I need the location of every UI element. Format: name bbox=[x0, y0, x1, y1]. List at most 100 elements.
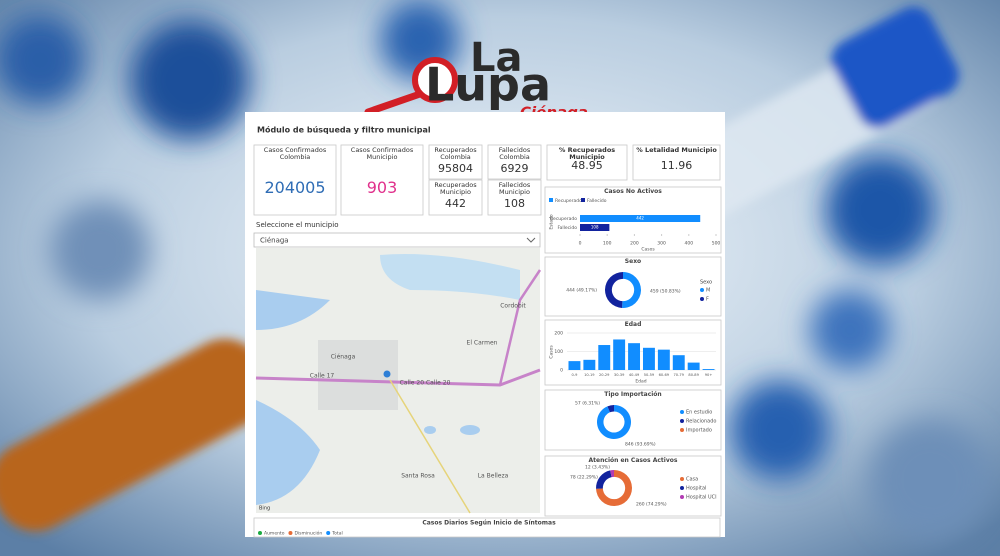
map-label: Cordobit bbox=[500, 303, 526, 310]
map-label: El Carmen bbox=[467, 340, 498, 347]
map-label: Santa Rosa bbox=[401, 473, 435, 480]
data-label: 444 (49.17%) bbox=[566, 288, 597, 294]
x-tick-label: 30-39 bbox=[614, 373, 625, 377]
y-axis-label: Casos bbox=[549, 345, 555, 359]
y-tick-label: Fallecido bbox=[557, 225, 577, 231]
card bbox=[546, 144, 628, 181]
chart-title: Atención en Casos Activos bbox=[589, 457, 678, 464]
legend-swatch bbox=[258, 531, 262, 535]
legend-swatch bbox=[680, 495, 684, 499]
x-tick-label: 200 bbox=[630, 241, 639, 247]
dropdown[interactable] bbox=[253, 232, 541, 248]
data-label: 846 (93.69%) bbox=[625, 442, 656, 448]
kpi-value: 903 bbox=[366, 178, 398, 197]
bar bbox=[580, 224, 610, 231]
legend-label: M bbox=[706, 288, 710, 294]
dropdown-value: Ciénaga bbox=[260, 237, 289, 245]
card bbox=[487, 179, 542, 216]
x-tick-label: 100 bbox=[603, 241, 612, 247]
bar bbox=[687, 362, 700, 370]
legend-swatch bbox=[680, 486, 684, 490]
data-label: 442 bbox=[636, 216, 644, 221]
legend-label: Total bbox=[331, 531, 343, 537]
legend-swatch bbox=[288, 531, 293, 535]
y-tick-label: 200 bbox=[554, 331, 563, 337]
map-label: Calle 20 Calle 20 bbox=[400, 380, 451, 387]
kpi-label: Fallecidos Colombia bbox=[498, 146, 531, 162]
logo-la: La bbox=[470, 35, 522, 81]
bar bbox=[613, 339, 626, 370]
bar bbox=[672, 355, 685, 370]
legend-swatch bbox=[680, 410, 684, 414]
map-label: Ciénaga bbox=[331, 354, 356, 361]
kpi-value: 204005 bbox=[264, 178, 326, 197]
kpi-label: Fallecidos Municipio bbox=[498, 181, 531, 197]
data-label: 12 (3.43%) bbox=[585, 465, 610, 471]
donut-segment bbox=[597, 405, 632, 439]
bar bbox=[583, 359, 596, 370]
legend-label: Hospital UCI bbox=[686, 495, 717, 501]
dashboard-title: Módulo de búsqueda y filtro municipal bbox=[257, 125, 431, 135]
bar bbox=[657, 349, 670, 370]
map-label: Calle 17 bbox=[310, 373, 335, 380]
x-tick-label: 40-49 bbox=[629, 373, 640, 377]
x-tick-label: 60-69 bbox=[659, 373, 670, 377]
bar bbox=[568, 361, 581, 370]
data-label: 57 (6.31%) bbox=[575, 401, 600, 407]
x-tick-label: 500 bbox=[712, 241, 721, 247]
data-label: 459 (50.83%) bbox=[650, 289, 681, 295]
card bbox=[544, 389, 722, 451]
chart-title: Tipo Importación bbox=[604, 391, 661, 398]
legend-swatch bbox=[680, 428, 684, 432]
legend-label: F bbox=[706, 297, 709, 303]
legend-swatch bbox=[700, 288, 704, 292]
y-tick-label: Recuperado bbox=[550, 216, 577, 222]
x-tick-label: 20-29 bbox=[599, 373, 610, 377]
kpi-label: % Letalidad Municipio bbox=[636, 146, 717, 154]
dropdown-chevron bbox=[526, 237, 536, 243]
donut-segment bbox=[604, 272, 623, 308]
legend-label: Relacionado bbox=[686, 419, 716, 425]
y-tick-label: 100 bbox=[554, 349, 563, 355]
data-label: 260 (74.29%) bbox=[636, 502, 667, 508]
bar bbox=[598, 345, 611, 370]
x-tick-label: 0 bbox=[579, 241, 582, 247]
kpi-value: 11.96 bbox=[660, 159, 693, 172]
kpi-label: Recuperados Municipio bbox=[434, 181, 477, 197]
donut-segment bbox=[622, 272, 641, 309]
x-tick-label: 300 bbox=[657, 241, 666, 247]
x-axis-label: Casos bbox=[641, 247, 655, 253]
donut-segment bbox=[610, 470, 614, 478]
donut-segment bbox=[607, 405, 614, 413]
x-tick-label: 50-59 bbox=[644, 373, 655, 377]
x-tick-label: 10-19 bbox=[584, 373, 595, 377]
selector-label: Seleccione el municipio bbox=[256, 221, 339, 229]
data-label: 78 (22.29%) bbox=[570, 475, 598, 481]
card bbox=[428, 179, 483, 216]
logo-lupa: Lupa bbox=[425, 58, 551, 112]
card bbox=[428, 144, 483, 180]
legend-label: Aumento bbox=[264, 531, 285, 537]
card bbox=[340, 144, 424, 216]
bar bbox=[628, 343, 641, 370]
chart-title: Casos No Activos bbox=[604, 188, 662, 195]
map bbox=[255, 248, 542, 514]
x-tick-label: 0-9 bbox=[572, 373, 579, 377]
kpi-value: 48.95 bbox=[571, 159, 603, 172]
chart-title: Casos Diarios Según Inicio de Síntomas bbox=[422, 520, 556, 527]
legend-swatch bbox=[700, 297, 704, 301]
x-axis-label: Edad bbox=[635, 379, 646, 385]
background-blobs bbox=[0, 0, 990, 540]
kpi-label: Casos Confirmados Colombia bbox=[263, 146, 327, 162]
legend-swatch bbox=[326, 531, 331, 535]
y-tick-label: 0 bbox=[560, 368, 563, 374]
donut-segment bbox=[596, 470, 612, 489]
map-attribution: Bing bbox=[259, 506, 270, 512]
kpi-value: 108 bbox=[504, 197, 525, 210]
x-tick-label: 90+ bbox=[705, 373, 713, 377]
x-tick-label: 80-89 bbox=[688, 373, 699, 377]
map-label: La Belleza bbox=[478, 473, 509, 480]
legend-swatch bbox=[581, 198, 585, 202]
card bbox=[544, 455, 722, 517]
